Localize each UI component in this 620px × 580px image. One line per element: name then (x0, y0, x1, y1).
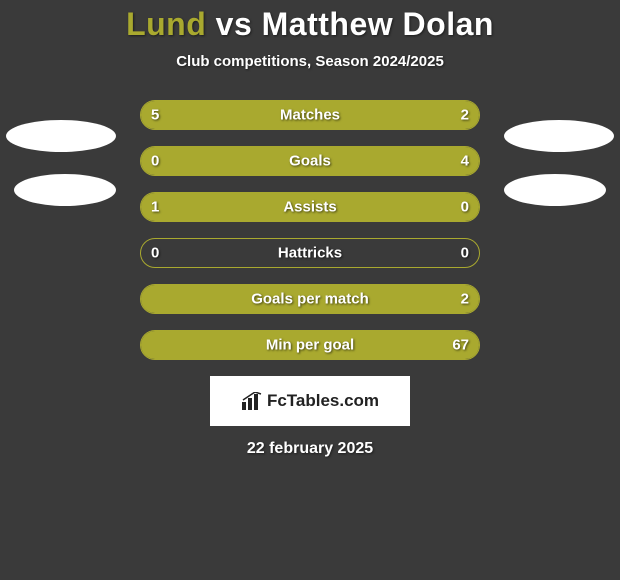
bar-label: Goals per match (251, 291, 369, 308)
bar-left-value: 1 (151, 199, 159, 216)
date-text: 22 february 2025 (0, 440, 620, 458)
player2-flag-badge (504, 174, 606, 206)
stat-bar-row: 5 2 Matches (140, 100, 480, 130)
bar-label: Goals (289, 153, 331, 170)
stat-bar-row: 2 Goals per match (140, 284, 480, 314)
bar-label: Hattricks (278, 245, 342, 262)
bar-right-value: 2 (461, 291, 469, 308)
stat-bars-container: 5 2 Matches 0 4 Goals 1 0 Assists 0 0 Hattricks 2 Goa… (140, 100, 480, 360)
comparison-title: Lund vs Matthew Dolan (0, 0, 620, 43)
bar-left-fill (141, 101, 378, 129)
player1-name: Lund (126, 6, 206, 42)
bar-right-fill (188, 147, 479, 175)
stat-bar-row: 0 4 Goals (140, 146, 480, 176)
bar-left-fill (141, 147, 188, 175)
bar-label: Assists (283, 199, 336, 216)
bar-right-value: 0 (461, 199, 469, 216)
bar-label: Min per goal (266, 337, 354, 354)
vs-text: vs (216, 6, 253, 42)
bar-label: Matches (280, 107, 340, 124)
bar-left-value: 0 (151, 153, 159, 170)
bar-right-value: 0 (461, 245, 469, 262)
bar-right-value: 4 (461, 153, 469, 170)
bar-left-value: 5 (151, 107, 159, 124)
stat-bar-row: 1 0 Assists (140, 192, 480, 222)
player2-club-badge (504, 120, 614, 152)
chart-icon (241, 392, 263, 410)
player2-name: Matthew Dolan (262, 6, 494, 42)
stat-bar-row: 0 0 Hattricks (140, 238, 480, 268)
stat-bar-row: 67 Min per goal (140, 330, 480, 360)
bar-left-value: 0 (151, 245, 159, 262)
player1-flag-badge (14, 174, 116, 206)
bar-right-value: 67 (452, 337, 469, 354)
player1-club-badge (6, 120, 116, 152)
bar-right-value: 2 (461, 107, 469, 124)
brand-text: FcTables.com (267, 391, 379, 411)
subtitle: Club competitions, Season 2024/2025 (0, 53, 620, 70)
brand-badge[interactable]: FcTables.com (210, 376, 410, 426)
